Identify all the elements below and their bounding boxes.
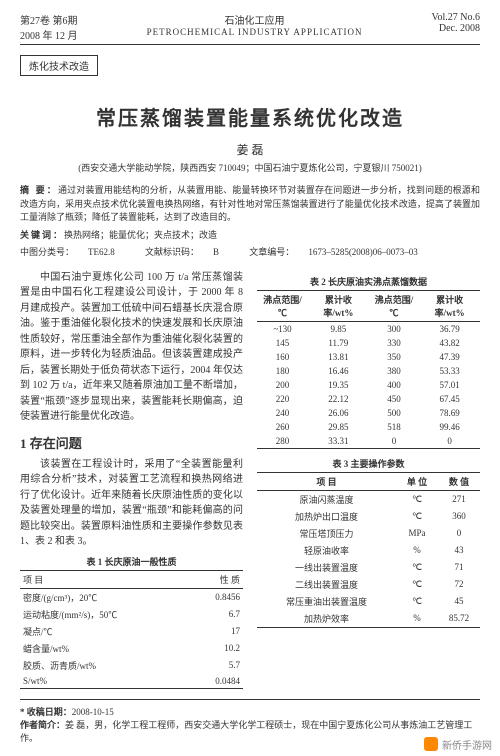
watermark-text: 新侨手游网	[442, 737, 492, 752]
affiliation: (西安交通大学能动学院，陕西西安 710049；中国石油宁夏炼化公司，宁夏银川 …	[20, 161, 480, 174]
table1-caption: 表 1 长庆原油一般性质	[20, 555, 243, 568]
footnote-block: * 收稿日期：2008-10-15 作者简介：姜 磊，男，化学工程工程师，西安交…	[20, 699, 480, 744]
table-row: 二线出装置温度℃72	[257, 576, 480, 593]
table-row: S/wt%0.0484	[20, 674, 243, 689]
table1: 项 目 性 质 密度/(g/cm³)，20℃0.8456 运动粘度/(mm²/s…	[20, 570, 243, 689]
abstract-text: 通过对装置用能结构的分析，从装置用能、能量转换环节对装置存在问题进一步分析，找到…	[20, 185, 480, 222]
table-row: 胶质、沥青质/wt%5.7	[20, 657, 243, 674]
journal-name-en: PETROCHEMICAL INDUSTRY APPLICATION	[147, 27, 363, 37]
table-row: 原油闪蒸温度℃271	[257, 490, 480, 508]
keywords-label: 关键词：	[20, 230, 64, 240]
table-row: 一线出装置温度℃71	[257, 559, 480, 576]
table-row: 蜡含量/wt%10.2	[20, 640, 243, 657]
table-row: 20019.3540057.01	[257, 378, 480, 392]
table-row: 常压重油出装置温度℃45	[257, 593, 480, 610]
clc: 中图分类号：TE62.8	[20, 247, 129, 257]
keywords-block: 关键词：换热网络；能量优化；夹点技术；改造	[20, 229, 480, 243]
house-icon	[424, 737, 438, 751]
table-row: 22022.1245067.45	[257, 392, 480, 406]
table-row: 常压塔顶压力MPa0	[257, 525, 480, 542]
classification-line: 中图分类号：TE62.8 文献标识码：B 文章编号：1673–5285(2008…	[20, 246, 480, 260]
table3-header-row: 项 目 单 位 数 值	[257, 472, 480, 490]
doc-code: 文献标识码：B	[145, 247, 233, 257]
watermark: 新侨手游网	[424, 737, 492, 752]
table-row: 加热炉出口温度℃360	[257, 508, 480, 525]
header-left: 第27卷 第6期 2008 年 12 月	[20, 12, 78, 42]
table-row: ~1309.8530036.79	[257, 321, 480, 336]
article-title: 常压蒸馏装置能量系统优化改造	[20, 102, 480, 131]
journal-name-cn: 石油化工应用	[147, 12, 363, 27]
table-row: 轻原油收率%43	[257, 542, 480, 559]
date-en: Dec. 2008	[432, 23, 480, 34]
table-row: 14511.7933043.82	[257, 336, 480, 350]
category-badge: 炼化技术改造	[20, 55, 98, 76]
abstract-label: 摘 要：	[20, 185, 58, 195]
table3: 项 目 单 位 数 值 原油闪蒸温度℃271 加热炉出口温度℃360 常压塔顶压…	[257, 472, 480, 628]
volume-issue-cn: 第27卷 第6期	[20, 12, 78, 27]
keywords-text: 换热网络；能量优化；夹点技术；改造	[64, 230, 217, 240]
article-no: 文章编号：1673–5285(2008)06–0073–03	[249, 247, 432, 257]
paragraph-1: 中国石油宁夏炼化公司 100 万 t/a 常压蒸馏装置是由中国石化工程建设公司设…	[20, 270, 243, 425]
author-bio: 作者简介：姜 磊，男，化学工程工程师，西安交通大学化学工程硕士，现在中国宁夏炼化…	[20, 718, 480, 744]
header-center: 石油化工应用 PETROCHEMICAL INDUSTRY APPLICATIO…	[147, 12, 363, 42]
table2: 沸点范围/℃ 累计收率/wt% 沸点范围/℃ 累计收率/wt% ~1309.85…	[257, 290, 480, 449]
table-row: 18016.4638053.33	[257, 364, 480, 378]
author-name: 姜 磊	[20, 141, 480, 158]
left-column: 中国石油宁夏炼化公司 100 万 t/a 常压蒸馏装置是由中国石化工程建设公司设…	[20, 270, 243, 689]
table-row: 28033.3100	[257, 434, 480, 449]
category-badge-wrap: 炼化技术改造	[20, 55, 480, 88]
journal-header: 第27卷 第6期 2008 年 12 月 石油化工应用 PETROCHEMICA…	[20, 12, 480, 45]
table1-h0: 项 目	[20, 570, 191, 588]
table-row: 26029.8551899.46	[257, 420, 480, 434]
paragraph-2: 该装置在工程设计时，采用了“全装置能量利用综合分析”技术，对装置工艺流程和换热网…	[20, 457, 243, 550]
volume-issue-en: Vol.27 No.6	[432, 12, 480, 23]
table2-caption: 表 2 长庆原油实沸点蒸馏数据	[257, 275, 480, 288]
page: 第27卷 第6期 2008 年 12 月 石油化工应用 PETROCHEMICA…	[0, 0, 500, 756]
table-row: 运动粘度/(mm²/s)，50℃6.7	[20, 606, 243, 623]
table-row: 加热炉效率%85.72	[257, 610, 480, 628]
section-1-heading: 1 存在问题	[20, 433, 243, 452]
table3-caption: 表 3 主要操作参数	[257, 457, 480, 470]
table-row: 密度/(g/cm³)，20℃0.8456	[20, 588, 243, 606]
table1-h1: 性 质	[191, 570, 243, 588]
body-columns: 中国石油宁夏炼化公司 100 万 t/a 常压蒸馏装置是由中国石化工程建设公司设…	[20, 270, 480, 689]
table2-header-row: 沸点范围/℃ 累计收率/wt% 沸点范围/℃ 累计收率/wt%	[257, 290, 480, 321]
received-date: * 收稿日期：2008-10-15	[20, 705, 480, 718]
table1-header-row: 项 目 性 质	[20, 570, 243, 588]
abstract-block: 摘 要：通过对装置用能结构的分析，从装置用能、能量转换环节对装置存在问题进一步分…	[20, 184, 480, 225]
right-column: 表 2 长庆原油实沸点蒸馏数据 沸点范围/℃ 累计收率/wt% 沸点范围/℃ 累…	[257, 270, 480, 689]
table-row: 16013.8135047.39	[257, 350, 480, 364]
date-cn: 2008 年 12 月	[20, 27, 78, 42]
table-row: 凝点/℃17	[20, 623, 243, 640]
table-row: 24026.0650078.69	[257, 406, 480, 420]
header-right: Vol.27 No.6 Dec. 2008	[432, 12, 480, 42]
